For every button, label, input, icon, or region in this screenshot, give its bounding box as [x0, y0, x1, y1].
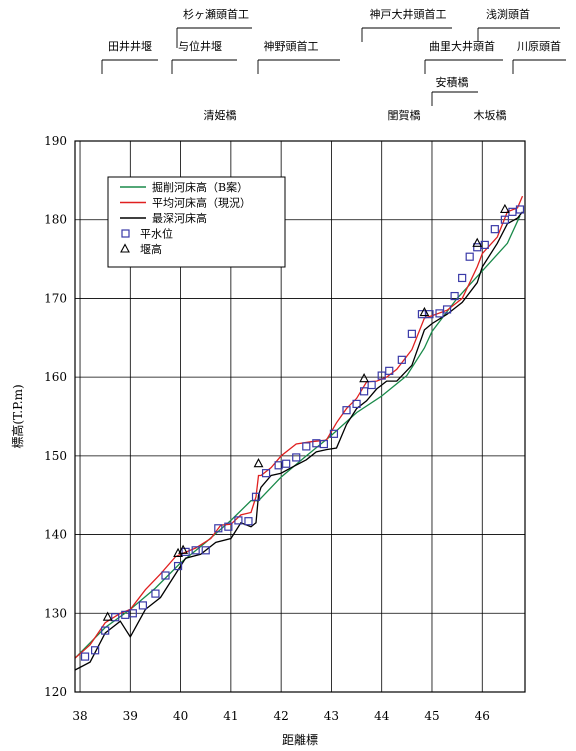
- series-line-1: [75, 215, 521, 659]
- water-level-marker: [442, 305, 452, 314]
- legend-label: 最深河床高: [152, 211, 207, 225]
- marker-layer: [80, 203, 525, 661]
- axes: 120 130 140 150 160 170 180 190 38 39 40 41 42 43 44 45…: [10, 134, 526, 747]
- bridge-label: 閨賀橋: [388, 108, 421, 122]
- plot-frame: [74, 140, 526, 693]
- weir-height-marker: [173, 547, 183, 558]
- water-level-marker: [360, 387, 369, 396]
- water-level-marker: [473, 243, 482, 252]
- water-level-marker: [292, 453, 301, 462]
- water-level-marker: [480, 240, 489, 250]
- y-tick-label: 180: [44, 213, 67, 227]
- water-level-marker: [161, 571, 170, 580]
- y-tick-label: 150: [44, 449, 67, 463]
- water-level-marker: [261, 469, 271, 478]
- water-level-marker: [128, 609, 137, 618]
- weir-height-marker: [419, 306, 430, 317]
- water-level-marker: [111, 613, 120, 622]
- structure-label: 田井井堰: [108, 39, 152, 53]
- water-level-marker: [244, 517, 253, 526]
- x-tick-label: 43: [324, 709, 339, 723]
- y-tick-label: 160: [44, 370, 67, 384]
- x-tick-label: 45: [424, 709, 439, 723]
- water-level-marker: [465, 252, 474, 261]
- x-tick-label: 38: [72, 709, 87, 723]
- water-level-marker: [224, 522, 233, 531]
- water-level-marker: [80, 652, 90, 661]
- y-tick-label: 130: [44, 606, 67, 620]
- weir-height-marker: [359, 373, 370, 383]
- bridge-label: 清姫橋: [204, 108, 237, 122]
- water-level-marker: [181, 547, 190, 556]
- water-level-marker: [385, 366, 394, 375]
- x-tick-label: 40: [173, 709, 188, 723]
- weir-height-marker: [102, 611, 113, 621]
- legend-label: 平均河床高（現況）: [152, 196, 251, 210]
- legend-box: [107, 176, 286, 268]
- weir-height-marker: [499, 203, 510, 214]
- weir-height-marker: [253, 458, 264, 468]
- series-line-2: [75, 195, 524, 659]
- water-level-marker: [425, 310, 434, 319]
- water-level-marker: [173, 561, 183, 571]
- y-tick-label: 190: [44, 134, 67, 148]
- structure-label: 神戸大井頭首工: [370, 7, 447, 21]
- water-level-marker: [319, 439, 328, 449]
- y-tick-label: 170: [44, 291, 67, 305]
- legend-swatch: [120, 243, 130, 253]
- water-level-marker: [101, 626, 110, 635]
- water-level-marker: [151, 589, 160, 598]
- water-level-marker: [407, 329, 416, 338]
- bridge-label: 安積橋: [436, 75, 469, 89]
- legend-label: 掘削河床高（B案）: [152, 180, 248, 194]
- x-tick-label: 42: [274, 709, 289, 723]
- series-line-3: [75, 211, 524, 671]
- water-level-marker: [282, 459, 291, 468]
- water-level-marker: [329, 429, 339, 438]
- water-level-marker: [397, 355, 406, 364]
- structure-label: 神野頭首工: [264, 39, 319, 53]
- water-level-marker: [191, 546, 200, 555]
- water-level-marker: [490, 225, 499, 234]
- x-tick-label: 44: [374, 709, 390, 723]
- weir-height-marker: [472, 237, 483, 247]
- water-level-marker: [251, 492, 261, 501]
- structure-label: 浅渕頭首: [486, 7, 530, 21]
- weir-height-marker: [178, 544, 189, 554]
- water-level-marker: [515, 205, 525, 214]
- structure-label: 杉ヶ瀬頭首工: [183, 7, 249, 21]
- y-axis-title: 標高(T.P.m): [10, 384, 25, 448]
- x-tick-label: 46: [475, 709, 490, 723]
- water-level-marker: [458, 273, 467, 283]
- legend-label: 堰高: [140, 242, 162, 256]
- water-level-marker: [450, 291, 459, 301]
- water-level-marker: [377, 371, 386, 380]
- water-level-marker: [201, 546, 210, 555]
- series-layer: [75, 195, 524, 671]
- structure-label: 曲里大井頭首: [429, 39, 495, 53]
- water-level-marker: [138, 601, 147, 610]
- structure-label: 川原頭首: [517, 39, 561, 53]
- legend-label: 平水位: [140, 227, 173, 241]
- water-level-marker: [352, 399, 361, 409]
- x-axis-title: 距離標: [282, 733, 318, 747]
- bridge-label: 木坂橋: [474, 108, 507, 122]
- x-tick-label: 41: [223, 709, 238, 723]
- water-level-marker: [91, 646, 100, 655]
- legend-swatch: [121, 229, 130, 238]
- water-level-marker: [234, 516, 243, 525]
- structure-label: 与位井堰: [178, 39, 222, 53]
- water-level-marker: [367, 380, 376, 390]
- water-level-marker: [302, 442, 311, 451]
- water-level-marker: [214, 524, 223, 533]
- x-tick-label: 39: [123, 709, 138, 723]
- water-level-marker: [342, 406, 351, 415]
- y-tick-label: 140: [44, 528, 67, 542]
- y-tick-label: 120: [44, 685, 67, 699]
- water-level-marker: [500, 215, 509, 224]
